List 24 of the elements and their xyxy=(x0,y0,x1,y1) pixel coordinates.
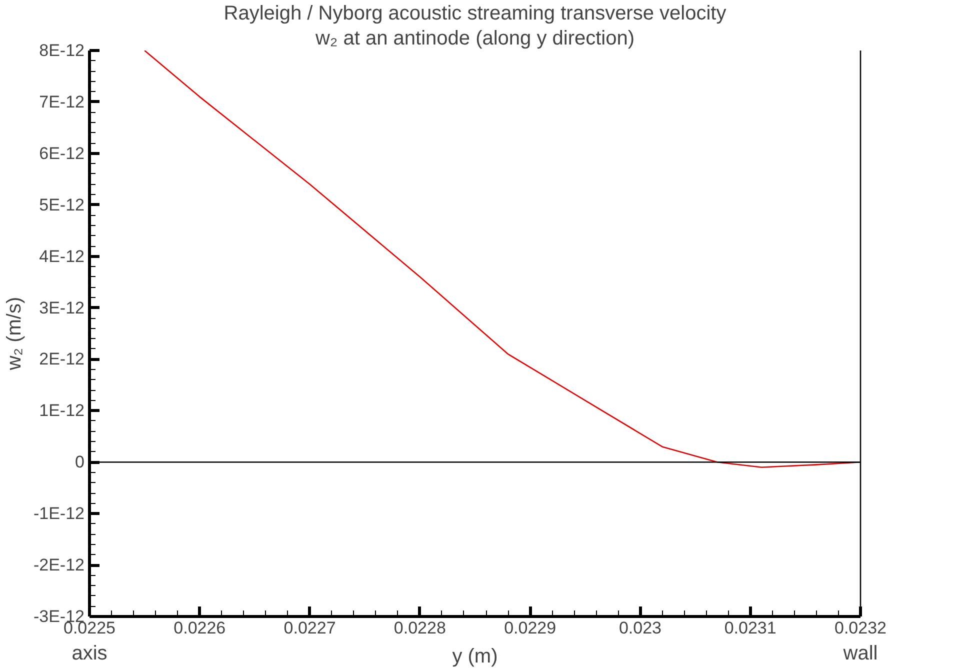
y-tick-label: 4E-12 xyxy=(39,246,85,266)
y-tick-label: 0 xyxy=(75,452,85,472)
y-tick-label: 6E-12 xyxy=(39,144,85,163)
y-tick-label: 1E-12 xyxy=(39,401,85,420)
y-tick-label: 5E-12 xyxy=(39,195,85,214)
y-tick-label: 7E-12 xyxy=(39,92,85,112)
x-tick-label: 0.023 xyxy=(618,618,662,638)
y-tick-label: 3E-12 xyxy=(39,298,85,318)
y-tick-label: -2E-12 xyxy=(33,556,85,575)
x-axis-title: y (m) xyxy=(452,646,498,668)
chart-subtitle: w₂ at an antinode (along y direction) xyxy=(314,28,635,50)
y-tick-label: -1E-12 xyxy=(33,504,85,524)
x-tick-label: 0.0226 xyxy=(174,618,226,638)
x-tick-label: 0.0229 xyxy=(504,618,556,638)
text: axis xyxy=(72,642,108,664)
x-tick-label: 0.0232 xyxy=(834,618,886,638)
y-tick-label: 8E-12 xyxy=(39,41,85,60)
x-tick-label: 0.0228 xyxy=(394,618,446,638)
x-tick-label: 0.0231 xyxy=(724,618,776,638)
chart-title: Rayleigh / Nyborg acoustic streaming transverse velocity xyxy=(224,2,726,24)
text: wall xyxy=(842,642,878,664)
x-tick-label: 0.0227 xyxy=(284,618,336,638)
y-tick-label: 2E-12 xyxy=(39,350,85,369)
y-axis-title: w₂ (m/s) xyxy=(3,296,26,372)
